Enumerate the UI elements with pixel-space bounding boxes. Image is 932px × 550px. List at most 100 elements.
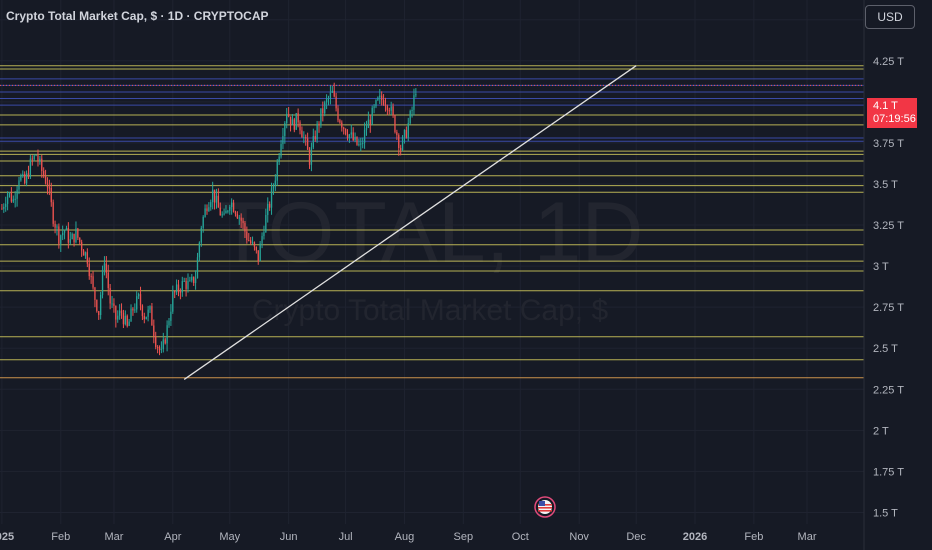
candle-body — [206, 208, 208, 212]
candle-body — [310, 147, 313, 165]
x-tick-label: Jun — [280, 531, 298, 543]
currency-button[interactable]: USD — [865, 5, 915, 29]
candle-body — [99, 294, 102, 315]
candle-body — [251, 242, 254, 244]
y-tick-label: 2.75 T — [873, 302, 904, 314]
candle-body — [120, 310, 123, 313]
candle-body — [213, 189, 216, 203]
candle-body — [375, 100, 377, 107]
candle-body — [221, 214, 223, 216]
candle-body — [253, 242, 256, 247]
candle-body — [236, 213, 239, 219]
x-tick-label: Aug — [395, 531, 415, 543]
x-tick-label: Jul — [339, 531, 353, 543]
x-tick-label: 2026 — [683, 531, 707, 543]
candle-body — [156, 346, 159, 348]
candle-body — [27, 173, 30, 178]
candle-body — [365, 128, 368, 130]
price-axis[interactable]: 4.5 T4.25 T4 T3.75 T3.5 T3.25 T3 T2.75 T… — [873, 15, 904, 520]
candle-body — [128, 321, 130, 326]
candle-body — [145, 316, 147, 320]
candle-body — [381, 95, 383, 101]
candle-body — [124, 315, 126, 325]
candle-body — [139, 294, 142, 306]
candle-body — [44, 175, 47, 184]
candle-body — [303, 137, 305, 139]
time-axis[interactable]: 2025 Feb Mar Apr May Jun Jul Aug Sep Oct Nov Dec 202… — [0, 531, 817, 543]
candle-body — [390, 106, 392, 111]
candle-body — [194, 278, 197, 284]
candle-body — [415, 94, 417, 96]
candle-body — [63, 230, 66, 233]
y-tick-label: 1.75 T — [873, 466, 904, 478]
candle-body — [377, 97, 379, 101]
candle-body — [272, 186, 275, 189]
candle-body — [60, 235, 62, 244]
candle-body — [344, 128, 347, 134]
candle-body — [111, 303, 113, 305]
candle-body — [346, 133, 349, 138]
candle-body — [299, 122, 301, 131]
us-flag-icon[interactable] — [532, 496, 558, 518]
candle-body — [16, 189, 18, 199]
candle-body — [58, 226, 60, 244]
candle-body — [337, 108, 339, 121]
candle-body — [231, 202, 233, 207]
candle-body — [318, 123, 320, 126]
candle-body — [329, 92, 332, 99]
candle-body — [267, 203, 269, 215]
candle-body — [185, 280, 187, 289]
x-tick-label: Dec — [626, 531, 646, 543]
candle-body — [240, 217, 242, 221]
candle-body — [362, 142, 364, 144]
chart-title: Crypto Total Market Cap, $ · 1D · CRYPTO… — [6, 9, 269, 23]
candle-body — [29, 158, 32, 178]
candle-body — [327, 98, 330, 100]
x-tick-label: Oct — [512, 531, 529, 543]
candle-body — [407, 123, 409, 138]
candle-body — [101, 269, 104, 295]
candle-body — [248, 240, 250, 242]
candle-body — [210, 202, 212, 208]
candle-body — [200, 227, 202, 243]
candle-body — [320, 108, 322, 126]
candle-body — [117, 315, 119, 320]
y-tick-label: 1.5 T — [873, 508, 898, 520]
last-price-value: 4.1 T — [873, 100, 898, 112]
candle-body — [306, 138, 309, 150]
candle-body — [411, 109, 413, 111]
trendline-segment[interactable] — [183, 65, 637, 380]
x-tick-label: Feb — [744, 531, 763, 543]
candle-body — [113, 303, 115, 306]
candle-body — [168, 320, 170, 326]
candle-body — [348, 134, 351, 138]
candle-body — [137, 294, 140, 297]
candle-body — [358, 144, 360, 146]
grid-lines — [0, 0, 864, 524]
candle-body — [394, 115, 396, 133]
candle-body — [196, 257, 199, 279]
candle-body — [177, 284, 180, 292]
candle-body — [88, 263, 90, 277]
trendline[interactable] — [183, 65, 637, 380]
y-tick-label: 2 T — [873, 425, 889, 437]
candle-body — [10, 192, 13, 202]
candle-body — [350, 132, 352, 135]
candle-body — [35, 155, 37, 157]
y-tick-label: 3.5 T — [873, 179, 898, 191]
candle-body — [308, 149, 311, 165]
candle-body — [255, 246, 258, 251]
watermark-symbol: TOTAL, 1D — [217, 185, 644, 281]
candle-body — [274, 180, 277, 187]
candle-body — [259, 243, 261, 262]
candle-body — [413, 95, 415, 110]
candle-body — [37, 155, 39, 162]
horizontal-levels[interactable] — [0, 65, 864, 379]
candle-body — [162, 339, 164, 350]
x-tick-label: Nov — [569, 531, 589, 543]
candle-body — [367, 119, 370, 129]
candle-body — [373, 106, 375, 108]
candle-body — [3, 206, 5, 209]
y-tick-label: 4.25 T — [873, 56, 904, 68]
